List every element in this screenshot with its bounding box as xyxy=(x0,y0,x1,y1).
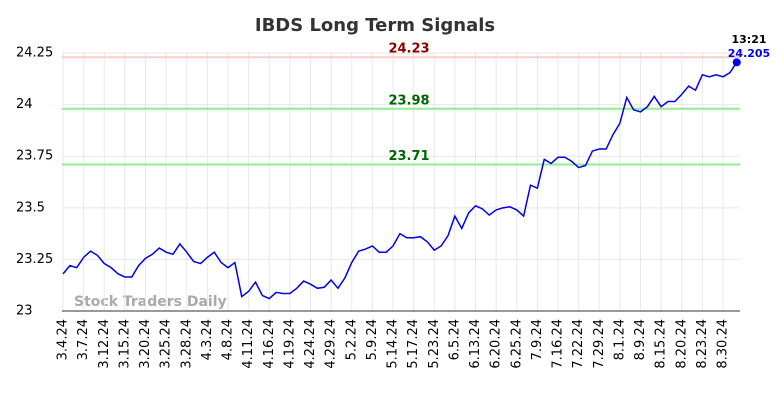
x-tick-label: 8.15.24 xyxy=(654,319,669,369)
x-tick-label: 4.8.24 xyxy=(221,319,236,360)
y-tick-label: 23.5 xyxy=(16,200,45,215)
x-tick-label: 6.20.24 xyxy=(489,319,504,369)
x-tick-label: 8.20.24 xyxy=(674,319,689,369)
last-value-label: 24.205 xyxy=(728,47,770,60)
x-tick-label: 8.23.24 xyxy=(695,319,710,369)
x-tick-label: 6.5.24 xyxy=(447,319,462,360)
x-tick-label: 7.22.24 xyxy=(571,319,586,369)
x-tick-label: 3.25.24 xyxy=(159,319,174,369)
x-tick-label: 3.28.24 xyxy=(179,319,194,369)
x-tick-label: 6.13.24 xyxy=(468,319,483,369)
x-tick-label: 4.16.24 xyxy=(262,319,277,369)
x-tick-label: 3.4.24 xyxy=(56,319,71,360)
x-tick-label: 7.29.24 xyxy=(592,319,607,369)
x-tick-label: 7.9.24 xyxy=(530,319,545,360)
x-tick-label: 5.2.24 xyxy=(344,319,359,360)
x-tick-label: 3.7.24 xyxy=(76,319,91,360)
x-tick-label: 3.15.24 xyxy=(117,319,132,369)
x-tick-label: 8.9.24 xyxy=(633,319,648,360)
x-tick-label: 6.25.24 xyxy=(509,319,524,369)
y-tick-label: 23.75 xyxy=(16,149,53,164)
x-tick-label: 4.11.24 xyxy=(241,319,256,369)
x-tick-label: 4.29.24 xyxy=(324,319,339,369)
x-tick-label: 3.20.24 xyxy=(138,319,153,369)
signal-label: 23.71 xyxy=(388,149,429,164)
x-tick-label: 4.3.24 xyxy=(200,319,215,360)
y-tick-label: 23.25 xyxy=(16,252,53,267)
x-tick-label: 8.1.24 xyxy=(612,319,627,360)
x-tick-label: 4.19.24 xyxy=(282,319,297,369)
x-tick-label: 5.9.24 xyxy=(365,319,380,360)
signal-label: 23.98 xyxy=(388,93,429,108)
y-tick-label: 24 xyxy=(16,97,33,112)
watermark: Stock Traders Daily xyxy=(74,294,227,310)
x-tick-label: 7.16.24 xyxy=(551,319,566,369)
y-tick-label: 23 xyxy=(16,304,33,319)
signal-label: 24.23 xyxy=(388,42,429,57)
last-time: 13:21 xyxy=(731,33,766,46)
y-tick-label: 24.25 xyxy=(16,46,53,61)
last-point xyxy=(732,58,741,67)
x-tick-label: 5.17.24 xyxy=(406,319,421,369)
x-tick-label: 4.24.24 xyxy=(303,319,318,369)
x-tick-label: 3.12.24 xyxy=(97,319,112,369)
x-tick-label: 8.30.24 xyxy=(716,319,731,369)
x-tick-label: 5.14.24 xyxy=(386,319,401,369)
chart-title: IBDS Long Term Signals xyxy=(255,15,495,36)
series-line xyxy=(62,61,738,300)
x-tick-label: 5.23.24 xyxy=(427,319,442,369)
